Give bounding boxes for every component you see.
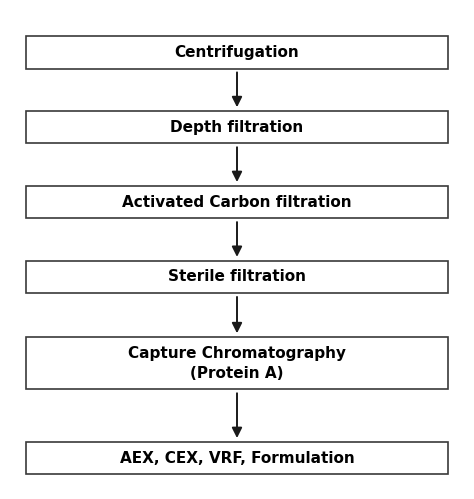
Text: Capture Chromatography
(Protein A): Capture Chromatography (Protein A) (128, 346, 346, 381)
Text: Activated Carbon filtration: Activated Carbon filtration (122, 195, 352, 210)
Bar (26, 442, 448, 474)
Text: Depth filtration: Depth filtration (170, 120, 304, 135)
Bar (26, 111, 448, 144)
Bar (26, 36, 448, 68)
Bar (26, 261, 448, 293)
Text: AEX, CEX, VRF, Formulation: AEX, CEX, VRF, Formulation (119, 451, 355, 466)
Bar (26, 186, 448, 219)
Text: Sterile filtration: Sterile filtration (168, 269, 306, 284)
Text: Centrifugation: Centrifugation (174, 45, 300, 60)
Bar (26, 337, 448, 389)
